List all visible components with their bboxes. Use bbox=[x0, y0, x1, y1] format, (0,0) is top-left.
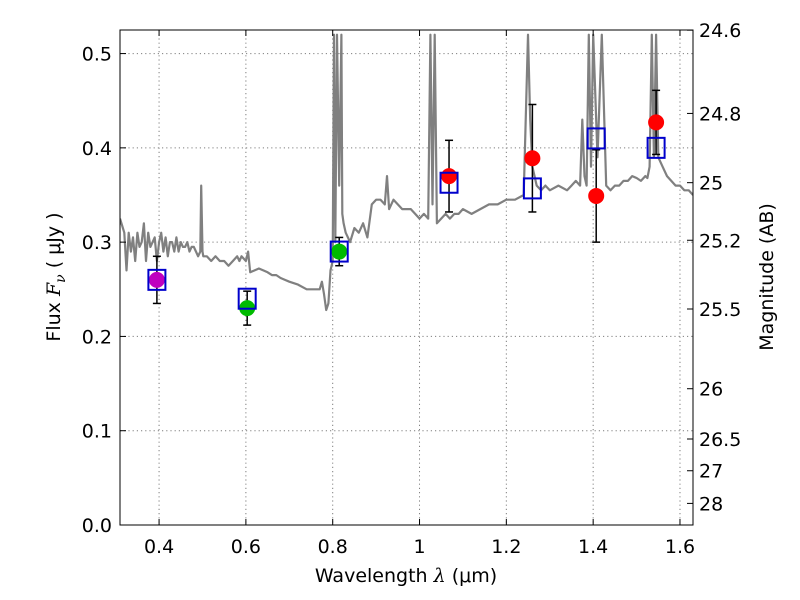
x-axis-title-unit: (μm) bbox=[446, 565, 497, 587]
x-tick-label: 1.6 bbox=[665, 536, 695, 558]
mag-tick-label: 28 bbox=[699, 493, 723, 515]
y-tick-label: 0.0 bbox=[82, 515, 112, 537]
x-tick-label: 0.8 bbox=[318, 536, 348, 558]
data-point-red bbox=[588, 187, 605, 204]
y-tick-label: 0.3 bbox=[82, 232, 112, 254]
mag-tick-label: 25.5 bbox=[699, 299, 741, 321]
marker-layer bbox=[147, 89, 666, 326]
model-square bbox=[522, 177, 542, 200]
spectrum-layer bbox=[120, 33, 693, 312]
x-tick-label: 1.2 bbox=[491, 536, 521, 558]
y-axis-title-symbol: F bbox=[43, 282, 65, 297]
data-point-red bbox=[524, 150, 541, 167]
ticks: 0.4 0.6 0.8 1 1.2 1.4 1.6 0.0 0.1 0.2 0.3 0.4 0.5 24.… bbox=[82, 20, 742, 558]
mag-tick-label: 24.8 bbox=[699, 103, 741, 125]
x-tick-label: 1 bbox=[413, 536, 425, 558]
x-tick-label: 0.6 bbox=[231, 536, 261, 558]
x-axis-title-prefix: Wavelength bbox=[315, 565, 434, 587]
x-axis-title-symbol: λ bbox=[433, 565, 446, 587]
mag-tick-label: 25 bbox=[699, 173, 723, 195]
data-point-red bbox=[648, 114, 665, 131]
model-square bbox=[439, 171, 459, 194]
model-square bbox=[646, 136, 666, 159]
data-point-magenta bbox=[148, 271, 165, 288]
y-tick-label: 0.5 bbox=[82, 44, 112, 66]
model-square bbox=[586, 127, 606, 150]
spectrum-line bbox=[120, 33, 693, 312]
y-axis-title: Flux Fν ( μJy ) bbox=[43, 212, 69, 341]
y-tick-label: 0.1 bbox=[82, 421, 112, 443]
x-tick-label: 1.4 bbox=[578, 536, 608, 558]
mag-tick-label: 26.5 bbox=[699, 429, 741, 451]
x-axis-title: Wavelength λ (μm) bbox=[315, 565, 497, 587]
y-axis-title-prefix: Flux bbox=[43, 296, 65, 342]
plot-background bbox=[120, 30, 693, 525]
x-tick-label: 0.4 bbox=[144, 536, 174, 558]
mag-tick-label: 27 bbox=[699, 461, 723, 483]
model-square bbox=[237, 287, 257, 310]
data-point-red bbox=[441, 168, 458, 185]
y-tick-label: 0.4 bbox=[82, 138, 112, 160]
data-point-green bbox=[331, 243, 348, 260]
y-tick-label: 0.2 bbox=[82, 326, 112, 348]
model-square bbox=[147, 268, 167, 291]
mag-tick-label: 24.6 bbox=[699, 20, 741, 42]
mag-tick-label: 26 bbox=[699, 379, 723, 401]
right-axis-title: Magnitude (AB) bbox=[756, 203, 778, 351]
model-square bbox=[329, 240, 349, 263]
plot-frame bbox=[119, 29, 694, 526]
mag-tick-label: 25.2 bbox=[699, 230, 741, 252]
y-axis-title-unit: ( μJy ) bbox=[43, 212, 65, 274]
y-axis-title-sub: ν bbox=[53, 274, 69, 283]
